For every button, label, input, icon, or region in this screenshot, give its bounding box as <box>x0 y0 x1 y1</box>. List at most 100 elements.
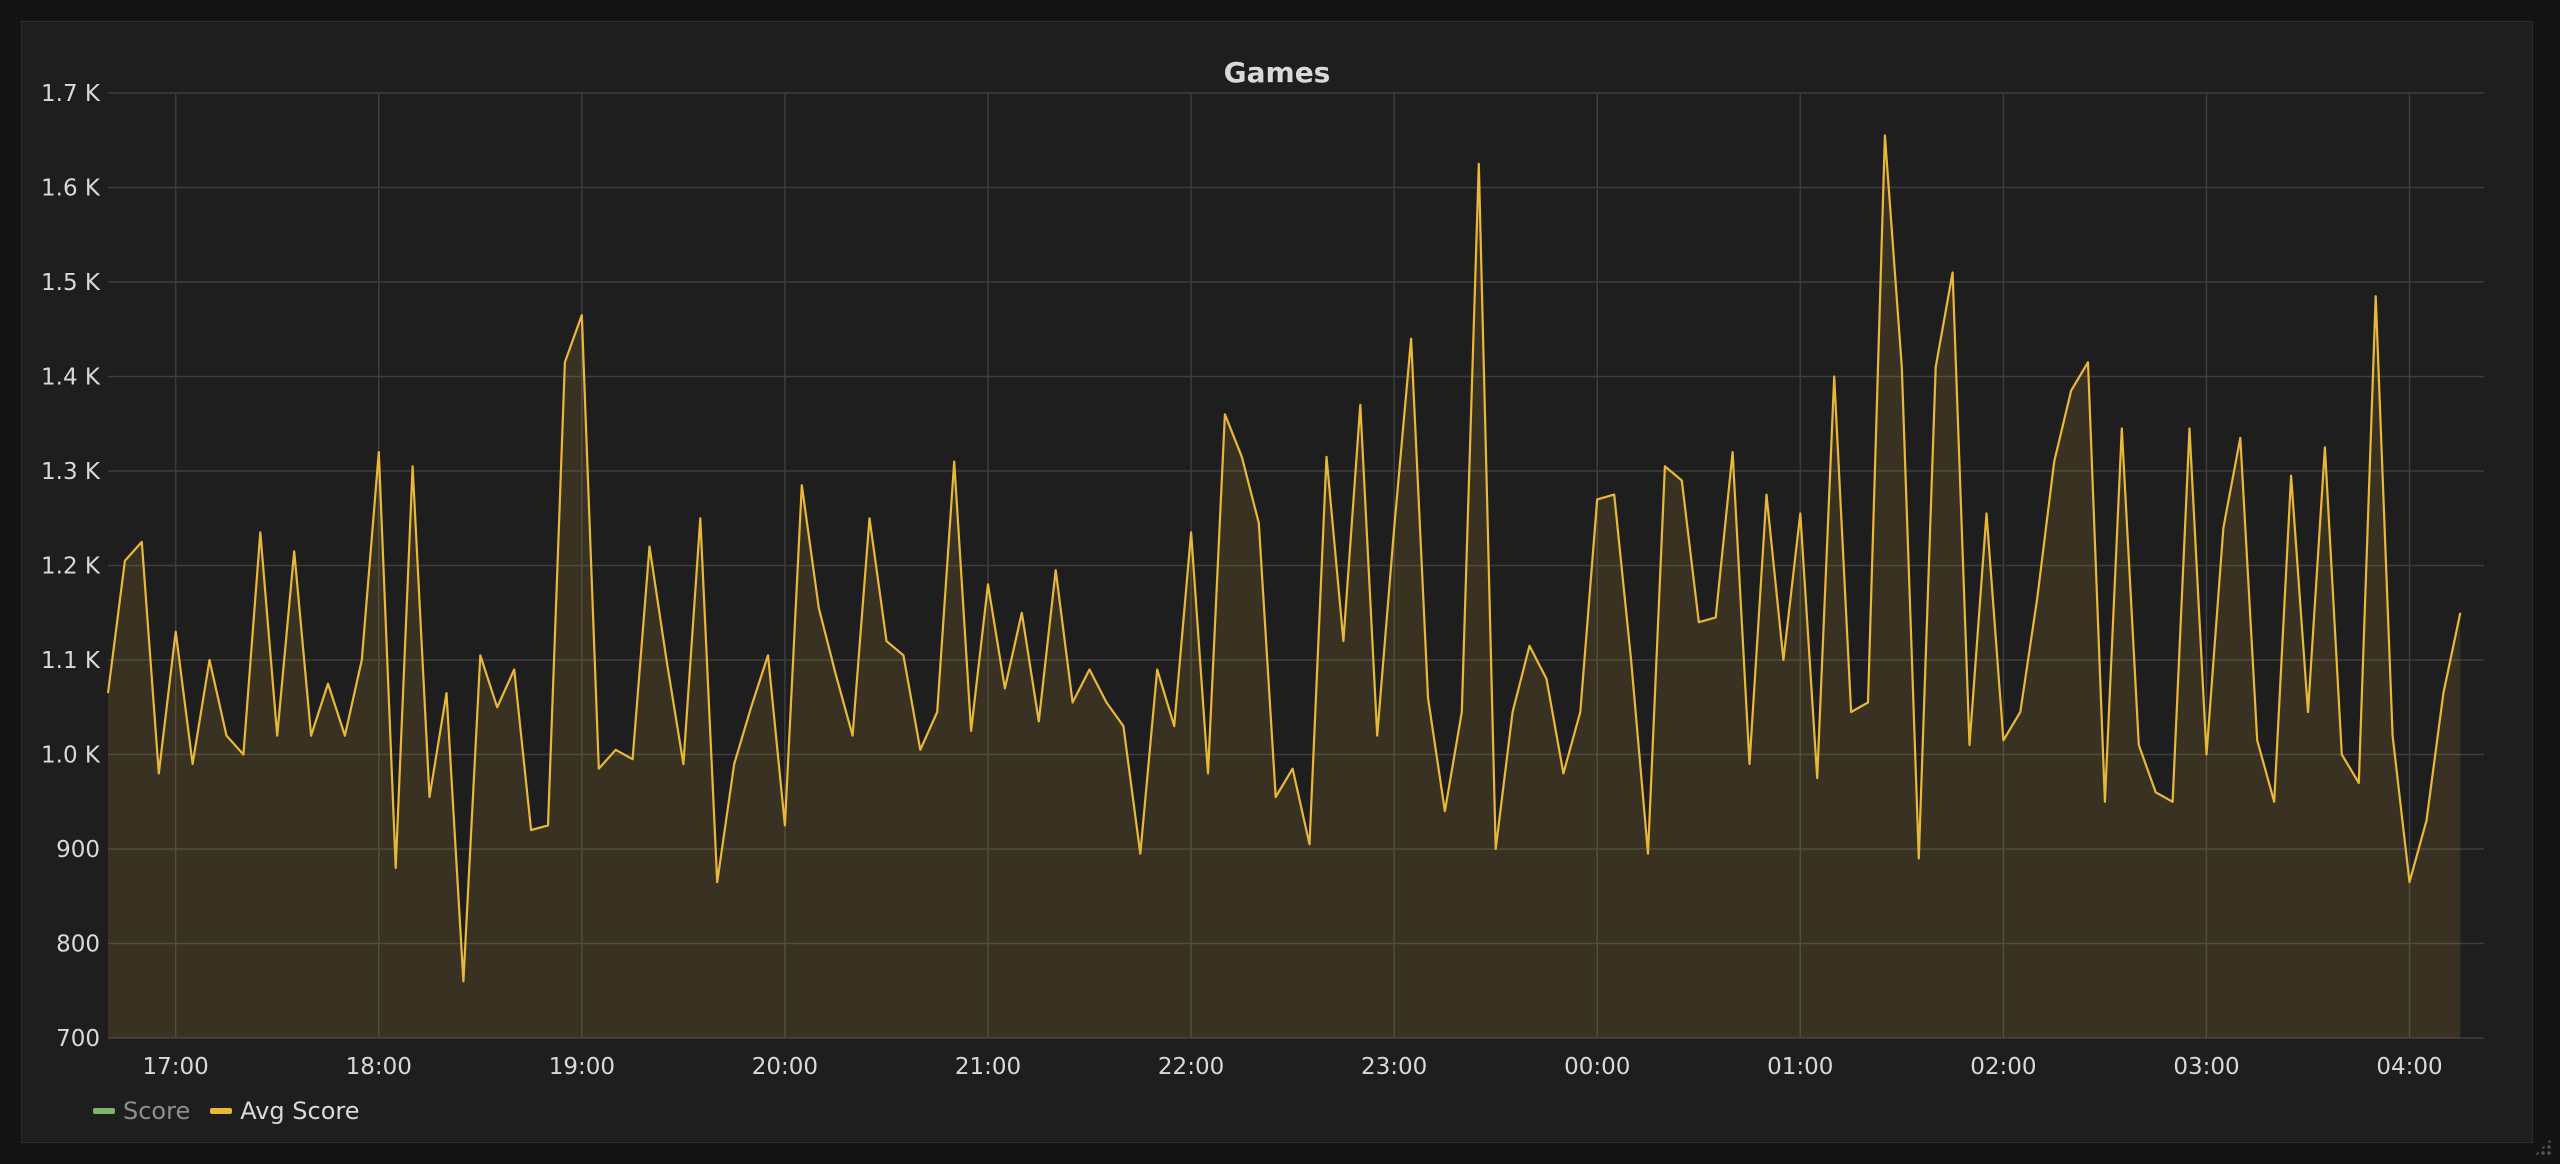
data-point[interactable] <box>1659 460 1671 472</box>
data-point[interactable] <box>1540 673 1552 685</box>
data-point[interactable] <box>1879 130 1891 142</box>
series-line-avg-score[interactable] <box>106 134 2462 983</box>
data-point[interactable] <box>897 649 909 661</box>
data-point[interactable] <box>2268 796 2280 808</box>
data-point[interactable] <box>2031 593 2043 605</box>
data-point[interactable] <box>2133 739 2145 751</box>
data-point[interactable] <box>2251 734 2263 746</box>
data-point[interactable] <box>1422 692 1434 704</box>
data-point[interactable] <box>2150 786 2162 798</box>
data-point[interactable] <box>1676 474 1688 486</box>
data-point[interactable] <box>1625 654 1637 666</box>
data-point[interactable] <box>762 649 774 661</box>
data-point[interactable] <box>373 446 385 458</box>
data-point[interactable] <box>2420 815 2432 827</box>
data-point[interactable] <box>474 649 486 661</box>
data-point[interactable] <box>204 654 216 666</box>
data-point[interactable] <box>407 460 419 472</box>
data-point[interactable] <box>1320 451 1332 463</box>
data-point[interactable] <box>136 536 148 548</box>
data-point[interactable] <box>220 730 232 742</box>
data-point[interactable] <box>830 668 842 680</box>
data-point[interactable] <box>2404 876 2416 888</box>
data-point[interactable] <box>1253 517 1265 529</box>
data-point[interactable] <box>1202 767 1214 779</box>
data-point[interactable] <box>813 602 825 614</box>
legend-item[interactable]: Score <box>93 1097 190 1125</box>
data-point[interactable] <box>457 975 469 987</box>
data-point[interactable] <box>2234 432 2246 444</box>
data-point[interactable] <box>237 749 249 761</box>
data-point[interactable] <box>1964 739 1976 751</box>
data-point[interactable] <box>1337 635 1349 647</box>
data-point[interactable] <box>1794 508 1806 520</box>
data-point[interactable] <box>1405 333 1417 345</box>
data-point[interactable] <box>1744 758 1756 770</box>
data-point[interactable] <box>982 578 994 590</box>
data-point[interactable] <box>1456 706 1468 718</box>
data-point[interactable] <box>559 356 571 368</box>
data-point[interactable] <box>576 309 588 321</box>
data-point[interactable] <box>170 626 182 638</box>
data-point[interactable] <box>1168 720 1180 732</box>
data-point[interactable] <box>288 545 300 557</box>
data-point[interactable] <box>660 654 672 666</box>
data-point[interactable] <box>1862 697 1874 709</box>
data-point[interactable] <box>1777 654 1789 666</box>
data-point[interactable] <box>1473 158 1485 170</box>
data-point[interactable] <box>424 791 436 803</box>
data-point[interactable] <box>1151 663 1163 675</box>
data-point[interactable] <box>1219 408 1231 420</box>
data-point[interactable] <box>1828 371 1840 383</box>
data-point[interactable] <box>1710 611 1722 623</box>
data-point[interactable] <box>2167 796 2179 808</box>
data-point[interactable] <box>2014 706 2026 718</box>
data-point[interactable] <box>322 678 334 690</box>
data-point[interactable] <box>711 876 723 888</box>
data-point[interactable] <box>931 706 943 718</box>
data-point[interactable] <box>1117 720 1129 732</box>
data-point[interactable] <box>745 701 757 713</box>
data-point[interactable] <box>542 819 554 831</box>
data-point[interactable] <box>271 730 283 742</box>
data-point[interactable] <box>1067 697 1079 709</box>
data-point[interactable] <box>999 682 1011 694</box>
data-point[interactable] <box>1642 848 1654 860</box>
data-point[interactable] <box>2319 441 2331 453</box>
data-point[interactable] <box>2437 687 2449 699</box>
data-point[interactable] <box>1693 616 1705 628</box>
data-point[interactable] <box>2116 422 2128 434</box>
data-point[interactable] <box>2285 470 2297 482</box>
data-point[interactable] <box>2302 706 2314 718</box>
data-point[interactable] <box>356 654 368 666</box>
data-point[interactable] <box>796 479 808 491</box>
data-point[interactable] <box>965 725 977 737</box>
data-point[interactable] <box>1930 361 1942 373</box>
data-point[interactable] <box>1371 730 1383 742</box>
data-point[interactable] <box>1270 791 1282 803</box>
data-point[interactable] <box>1490 843 1502 855</box>
data-point[interactable] <box>119 555 131 567</box>
data-point[interactable] <box>2370 290 2382 302</box>
data-point[interactable] <box>779 819 791 831</box>
data-point[interactable] <box>847 730 859 742</box>
panel-title[interactable]: Games <box>1223 56 1331 89</box>
data-point[interactable] <box>305 730 317 742</box>
data-point[interactable] <box>2099 796 2111 808</box>
data-point[interactable] <box>1050 564 1062 576</box>
data-point[interactable] <box>2065 385 2077 397</box>
data-point[interactable] <box>1507 706 1519 718</box>
data-point[interactable] <box>914 744 926 756</box>
data-point[interactable] <box>1287 763 1299 775</box>
data-point[interactable] <box>1388 522 1400 534</box>
data-point[interactable] <box>1084 663 1096 675</box>
data-point[interactable] <box>644 541 656 553</box>
data-point[interactable] <box>491 701 503 713</box>
data-point[interactable] <box>728 758 740 770</box>
data-point[interactable] <box>1033 715 1045 727</box>
data-point[interactable] <box>1100 697 1112 709</box>
data-point[interactable] <box>1591 493 1603 505</box>
data-point[interactable] <box>1608 489 1620 501</box>
data-point[interactable] <box>2217 522 2229 534</box>
data-point[interactable] <box>2353 777 2365 789</box>
